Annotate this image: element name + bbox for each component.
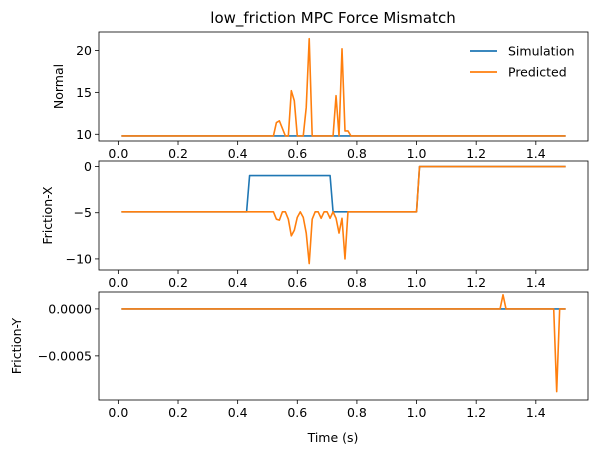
y-tick-label: −5 — [74, 205, 92, 220]
x-tick-label: 1.4 — [526, 405, 546, 420]
series-group — [121, 294, 566, 393]
x-tick-label: 1.4 — [526, 275, 546, 290]
x-tick-label: 0.6 — [287, 275, 307, 290]
series-line-predicted — [121, 294, 566, 393]
x-tick-label: 1.4 — [526, 146, 546, 161]
chart-title: low_friction MPC Force Mismatch — [210, 9, 455, 28]
x-tick-label: 1.0 — [407, 275, 427, 290]
subplot-panels: 0.0 0.2 0.4 0.6 0.8 1.0 1.2 1.4 10 15 20 Normal Simu… — [9, 31, 589, 420]
x-tick-label: 0.2 — [168, 405, 188, 420]
legend: Simulation Predicted — [470, 44, 575, 80]
y-tick-label: −0.0005 — [38, 348, 92, 363]
x-tick-label: 0.0 — [108, 405, 128, 420]
y-tick-label: −10 — [66, 251, 92, 266]
x-tick-label: 0.6 — [287, 146, 307, 161]
x-tick-label: 0.0 — [108, 146, 128, 161]
x-tick-label: 0.4 — [228, 405, 248, 420]
x-tick-label: 0.8 — [347, 275, 367, 290]
x-tick-label: 0.8 — [347, 146, 367, 161]
y-axis-label: Friction-X — [40, 186, 55, 245]
x-tick-label: 1.0 — [407, 146, 427, 161]
x-tick-label: 0.0 — [108, 275, 128, 290]
y-tick-label: 20 — [76, 43, 92, 58]
x-axis-label: Time (s) — [307, 430, 359, 445]
series-group — [121, 165, 566, 265]
x-tick-label: 1.2 — [466, 405, 486, 420]
y-axis-label: Friction-Y — [9, 317, 24, 374]
x-tick-label: 0.6 — [287, 405, 307, 420]
axes-frame — [98, 160, 589, 271]
series-group — [121, 37, 566, 137]
subplot-2: 0.0 0.2 0.4 0.6 0.8 1.0 1.2 1.4 0 −5 −10 Friction-X — [40, 159, 589, 290]
x-tick-label: 0.4 — [228, 146, 248, 161]
series-line-predicted — [121, 165, 566, 265]
x-tick-label: 0.2 — [168, 275, 188, 290]
legend-label: Predicted — [508, 65, 567, 80]
x-tick-label: 0.4 — [228, 275, 248, 290]
y-tick-label: 15 — [76, 85, 92, 100]
y-tick-label: 0 — [84, 159, 92, 174]
y-tick-label: 10 — [76, 127, 92, 142]
x-tick-label: 0.8 — [347, 405, 367, 420]
subplot-3: 0.0 0.2 0.4 0.6 0.8 1.0 1.2 1.4 0.0000 −0.0005 Fri… — [9, 291, 589, 420]
x-tick-label: 1.0 — [407, 405, 427, 420]
y-tick-label: 0.0000 — [48, 301, 92, 316]
x-tick-label: 1.2 — [466, 275, 486, 290]
y-axis-label: Normal — [51, 64, 66, 109]
legend-label: Simulation — [508, 44, 575, 59]
series-line-predicted — [121, 37, 566, 137]
subplot-1: 0.0 0.2 0.4 0.6 0.8 1.0 1.2 1.4 10 15 20 Normal Simu… — [51, 31, 589, 161]
x-tick-label: 0.2 — [168, 146, 188, 161]
axes-frame — [98, 31, 589, 142]
x-tick-label: 1.2 — [466, 146, 486, 161]
axes-frame — [98, 291, 589, 401]
